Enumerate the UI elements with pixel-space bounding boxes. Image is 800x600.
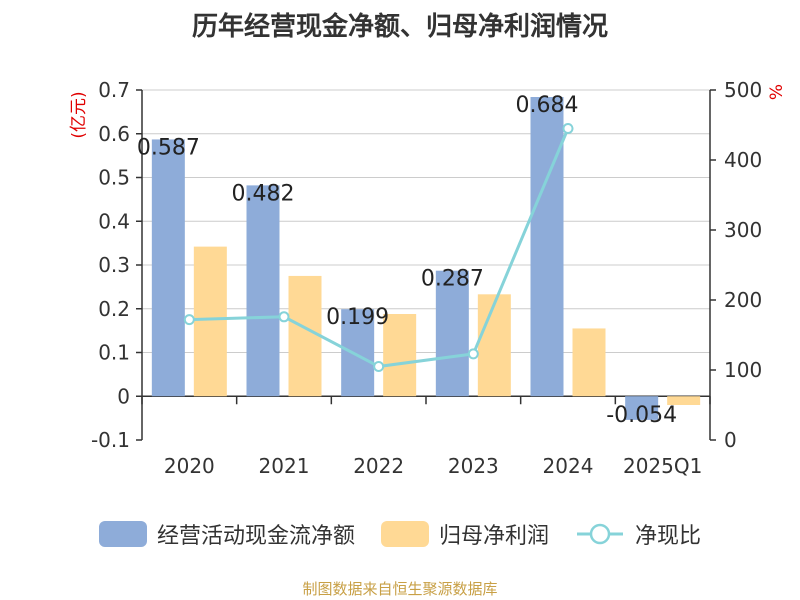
- left-tick-label: 0.4: [98, 209, 130, 233]
- right-tick-label: 400: [724, 148, 762, 172]
- bar-profit: [667, 396, 701, 405]
- left-tick-label: 0.6: [98, 122, 130, 146]
- point-ratio: [467, 348, 479, 360]
- data-label-cashflow: 0.482: [232, 181, 295, 206]
- bar-cashflow: [435, 270, 469, 397]
- source-note: 制图数据来自恒生聚源数据库: [302, 580, 498, 598]
- left-tick-label: 0.2: [98, 297, 130, 321]
- legend-label-profit: 归母净利润: [438, 524, 549, 549]
- right-axis-unit: %: [767, 84, 787, 100]
- point-ratio: [183, 314, 195, 326]
- chart-title: 历年经营现金净额、归母净利润情况: [191, 12, 608, 42]
- left-tick-label: 0.7: [98, 78, 130, 102]
- point-ratio: [278, 311, 290, 323]
- data-label-cashflow: 0.587: [137, 135, 200, 160]
- x-category-label: 2024: [543, 454, 594, 478]
- left-axis-unit: (亿元): [69, 91, 89, 138]
- bar-profit: [572, 328, 606, 397]
- x-category-label: 2021: [259, 454, 310, 478]
- bar-profit: [193, 246, 227, 397]
- x-category-label: 2025Q1: [623, 454, 702, 478]
- left-tick-label: 0.3: [98, 253, 130, 277]
- legend-item-profit[interactable]: 归母净利润: [380, 518, 549, 550]
- left-tick-label: 0: [117, 384, 130, 408]
- data-label-cashflow: 0.287: [421, 267, 484, 292]
- left-tick-label: 0.1: [98, 341, 130, 365]
- bar-cashflow: [151, 139, 185, 397]
- point-ratio: [562, 123, 574, 134]
- bar-profit: [477, 294, 511, 397]
- right-tick-label: 300: [724, 218, 762, 242]
- bar-cashflow: [246, 185, 280, 397]
- left-tick-label: 0.5: [98, 166, 130, 190]
- legend-item-ratio[interactable]: 净现比: [575, 518, 701, 550]
- right-tick-label: 100: [724, 358, 762, 382]
- line-ratio: [189, 127, 570, 369]
- legend: 经营活动现金流净额 归母净利润 净现比: [0, 516, 800, 552]
- legend-swatch-ratio: [577, 523, 623, 545]
- right-tick-label: 0: [724, 428, 737, 452]
- data-label-cashflow: 0.684: [516, 93, 579, 118]
- data-label-cashflow: 0.199: [326, 305, 389, 330]
- bar-cashflow: [530, 97, 564, 397]
- legend-label-ratio: 净现比: [635, 524, 702, 549]
- data-label-cashflow: -0.054: [606, 403, 677, 428]
- bar-profit: [383, 314, 417, 397]
- right-tick-label: 500: [724, 78, 762, 102]
- x-category-label: 2020: [164, 454, 215, 478]
- legend-swatch-cashflow: [98, 521, 147, 547]
- bar-cashflow: [625, 396, 659, 420]
- x-category-label: 2022: [353, 454, 404, 478]
- point-ratio: [373, 361, 385, 372]
- legend-label-cashflow: 经营活动现金流净额: [156, 524, 355, 549]
- bar-cashflow: [341, 309, 375, 397]
- bar-profit: [288, 275, 322, 397]
- left-tick-label: -0.1: [91, 428, 130, 452]
- legend-item-cashflow[interactable]: 经营活动现金流净额: [98, 518, 355, 550]
- right-tick-label: 200: [724, 288, 762, 312]
- legend-swatch-profit: [380, 521, 429, 547]
- x-category-label: 2023: [448, 454, 499, 478]
